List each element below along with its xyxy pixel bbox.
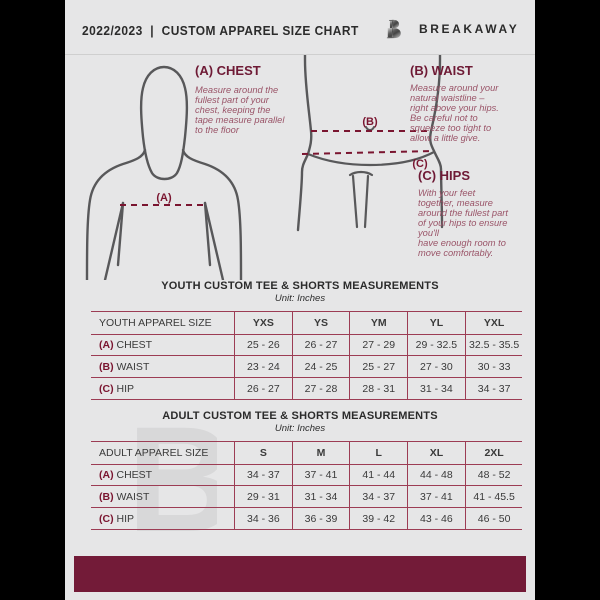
svg-text:(B): (B) bbox=[362, 116, 378, 128]
svg-text:(A): (A) bbox=[156, 192, 172, 204]
